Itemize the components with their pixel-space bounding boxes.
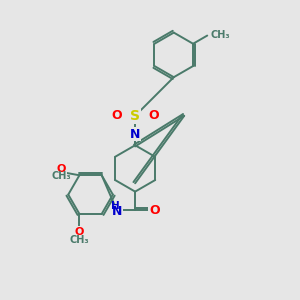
Text: N: N — [130, 128, 140, 141]
Text: CH₃: CH₃ — [70, 235, 89, 245]
Text: O: O — [149, 203, 160, 217]
Text: H: H — [111, 201, 120, 211]
Text: O: O — [111, 109, 122, 122]
Text: N: N — [112, 205, 122, 218]
Text: O: O — [75, 227, 84, 237]
Text: CH₃: CH₃ — [211, 30, 230, 40]
Text: O: O — [148, 109, 159, 122]
Text: CH₃: CH₃ — [52, 171, 71, 181]
Text: S: S — [130, 109, 140, 123]
Text: O: O — [57, 164, 66, 174]
